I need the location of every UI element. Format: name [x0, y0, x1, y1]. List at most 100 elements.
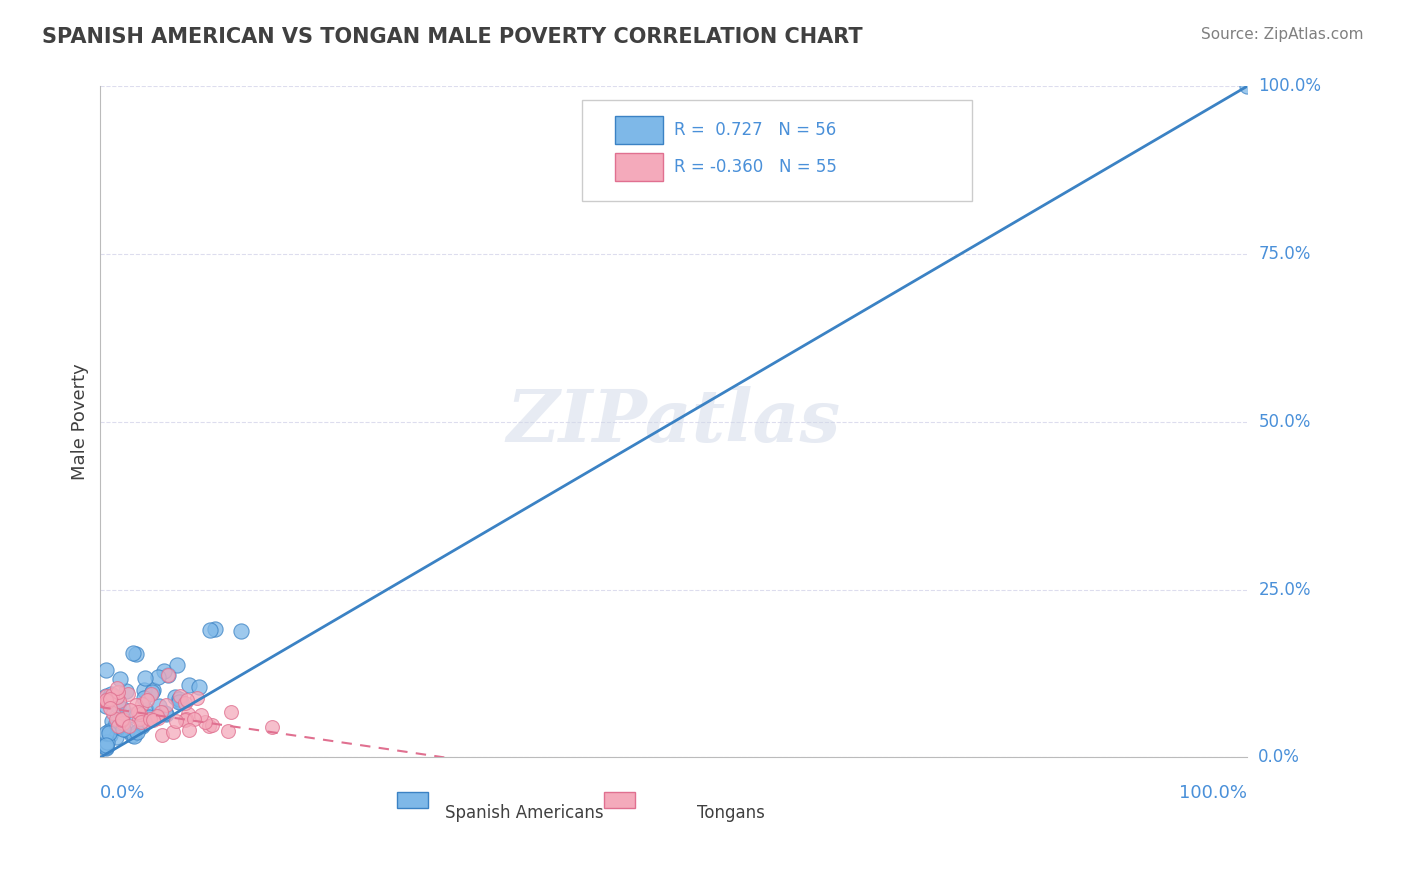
Point — [127, 705, 149, 719]
Point — [177, 706, 200, 721]
Point — [134, 691, 156, 706]
Point — [201, 717, 224, 731]
Point — [100, 692, 122, 706]
Point — [148, 699, 170, 714]
Point — [131, 719, 153, 733]
Point — [118, 719, 141, 733]
Point — [100, 728, 122, 742]
Text: 100.0%: 100.0% — [1178, 784, 1247, 802]
Point — [169, 695, 191, 709]
FancyBboxPatch shape — [398, 792, 429, 808]
Point — [97, 692, 120, 706]
Point — [101, 714, 124, 728]
Point — [169, 689, 191, 703]
Point — [141, 684, 163, 698]
Point — [198, 623, 221, 637]
Text: SPANISH AMERICAN VS TONGAN MALE POVERTY CORRELATION CHART: SPANISH AMERICAN VS TONGAN MALE POVERTY … — [42, 27, 863, 46]
Point — [98, 701, 121, 715]
Point — [94, 663, 117, 677]
Text: Spanish Americans: Spanish Americans — [446, 805, 603, 822]
Point — [94, 689, 117, 703]
Point — [110, 672, 132, 686]
Point — [131, 697, 153, 711]
Point — [94, 698, 117, 713]
Point — [139, 712, 162, 726]
Point — [115, 723, 138, 737]
Point — [111, 708, 134, 723]
Point — [167, 692, 190, 706]
FancyBboxPatch shape — [582, 100, 972, 201]
Point — [132, 683, 155, 698]
Point — [107, 699, 129, 714]
Point — [94, 694, 117, 708]
Point — [94, 689, 117, 703]
Point — [105, 730, 128, 744]
Point — [125, 647, 148, 661]
Point — [190, 708, 212, 723]
Text: Source: ZipAtlas.com: Source: ZipAtlas.com — [1201, 27, 1364, 42]
Point — [120, 703, 142, 717]
Text: ZIPatlas: ZIPatlas — [506, 386, 841, 458]
Text: 0.0%: 0.0% — [100, 784, 146, 802]
Point — [94, 741, 117, 756]
Point — [155, 706, 177, 721]
Point — [107, 681, 129, 695]
Point — [107, 685, 129, 699]
Point — [105, 690, 128, 705]
Point — [94, 726, 117, 740]
Point — [122, 646, 145, 660]
Point — [111, 712, 134, 726]
Y-axis label: Male Poverty: Male Poverty — [72, 364, 89, 480]
Point — [128, 712, 150, 726]
Text: R = -0.360   N = 55: R = -0.360 N = 55 — [673, 158, 837, 176]
Point — [173, 714, 195, 728]
Point — [121, 728, 143, 742]
Text: 25.0%: 25.0% — [1258, 581, 1310, 599]
Point — [105, 719, 128, 733]
Point — [166, 657, 188, 672]
Point — [135, 704, 157, 718]
Point — [122, 730, 145, 744]
Point — [100, 688, 122, 702]
Point — [96, 695, 118, 709]
Point — [146, 710, 169, 724]
Point — [138, 710, 160, 724]
Point — [1236, 79, 1258, 94]
Point — [125, 724, 148, 739]
Point — [152, 664, 174, 678]
Point — [111, 713, 134, 727]
Point — [136, 714, 159, 729]
Point — [107, 720, 129, 734]
Text: 0.0%: 0.0% — [1258, 748, 1301, 766]
Point — [105, 716, 128, 731]
Point — [155, 698, 177, 712]
Point — [107, 718, 129, 732]
Point — [149, 705, 172, 719]
Point — [146, 669, 169, 683]
Point — [170, 695, 193, 709]
Text: 100.0%: 100.0% — [1258, 78, 1322, 95]
Point — [217, 724, 239, 739]
Point — [96, 735, 118, 749]
Point — [111, 702, 134, 716]
Text: R =  0.727   N = 56: R = 0.727 N = 56 — [673, 121, 835, 139]
Point — [97, 726, 120, 740]
Point — [183, 712, 205, 726]
Point — [204, 622, 226, 636]
Text: Tongans: Tongans — [697, 805, 765, 822]
Point — [165, 690, 187, 705]
Point — [156, 667, 179, 681]
Point — [174, 712, 197, 726]
Point — [94, 693, 117, 707]
Point — [146, 708, 169, 723]
Point — [174, 696, 197, 710]
Point — [186, 691, 208, 706]
Point — [219, 706, 242, 720]
Point — [260, 720, 283, 734]
Point — [97, 724, 120, 739]
Point — [94, 738, 117, 752]
Point — [165, 714, 187, 729]
Point — [150, 728, 173, 742]
FancyBboxPatch shape — [614, 153, 664, 181]
FancyBboxPatch shape — [603, 792, 634, 808]
